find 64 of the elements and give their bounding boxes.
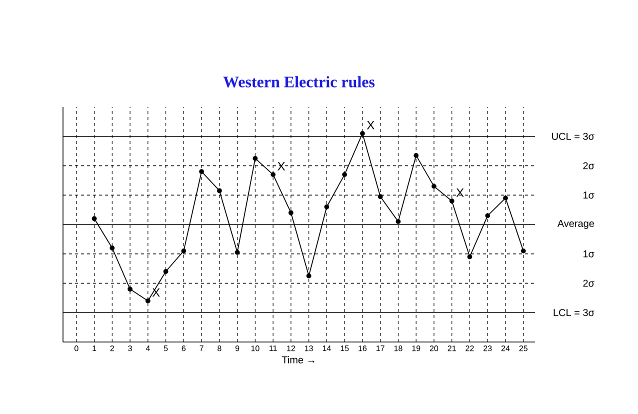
- x-tick-label: 23: [484, 346, 492, 352]
- point: [324, 204, 330, 210]
- x-tick-label: 15: [340, 346, 349, 352]
- point: [216, 188, 222, 194]
- x-tick-label: 3: [128, 346, 132, 352]
- x-tick-label: 1: [92, 346, 96, 352]
- point: [252, 156, 258, 161]
- x-tick-label: 14: [322, 346, 331, 352]
- x-tick-label: 4: [146, 346, 150, 352]
- x-tick-label: 8: [218, 346, 222, 352]
- point: [128, 286, 132, 292]
- x-tick-label: 5: [164, 346, 168, 352]
- x-tick-label: 20: [430, 346, 438, 352]
- x-tick-label: 16: [358, 346, 367, 352]
- point: [342, 172, 348, 178]
- x-tick-label: 7: [200, 346, 204, 352]
- y-tick-label: Average: [557, 220, 594, 229]
- x-tick-label: 25: [519, 346, 528, 352]
- x-tick-label: 0: [74, 346, 78, 352]
- point: [181, 248, 186, 254]
- point: [414, 153, 419, 158]
- point: [110, 246, 115, 250]
- point: [449, 198, 454, 204]
- point: [396, 219, 401, 224]
- x-tick-label: 19: [412, 346, 420, 352]
- x-axis-title: Time →: [282, 356, 314, 364]
- point: [432, 184, 436, 189]
- y-tick-label: 2σ: [583, 162, 594, 170]
- x-tick-label: 2: [110, 346, 114, 352]
- annotation: X: [278, 162, 286, 170]
- annotation: X: [456, 188, 464, 197]
- y-tick-label: 2σ: [583, 280, 594, 287]
- point: [145, 298, 150, 304]
- point: [306, 273, 312, 278]
- chart-title: Western Electric rules: [223, 76, 375, 88]
- x-tick-label: 13: [304, 346, 313, 352]
- y-tick-label: 1σ: [584, 192, 594, 199]
- point: [199, 169, 204, 174]
- point: [92, 216, 97, 222]
- point: [467, 254, 472, 260]
- x-tick-label: 11: [270, 346, 277, 352]
- x-tick-label: 21: [448, 346, 456, 352]
- x-tick-label: 6: [182, 346, 186, 352]
- y-tick-label: 1σ: [584, 250, 594, 258]
- annotation: X: [152, 288, 160, 297]
- x-tick-label: 10: [251, 346, 260, 352]
- point: [288, 210, 294, 216]
- point: [270, 172, 276, 178]
- x-tick-label: 12: [287, 346, 295, 352]
- point: [378, 194, 383, 200]
- x-tick-label: 24: [501, 346, 510, 352]
- point: [163, 269, 168, 274]
- x-tick-label: 17: [376, 346, 384, 352]
- point: [520, 248, 526, 254]
- y-tick-label: LCL = 3σ: [554, 309, 594, 316]
- y-tick-label: UCL = 3σ: [552, 132, 594, 140]
- point: [503, 196, 508, 201]
- x-tick-label: 18: [394, 346, 402, 352]
- point: [234, 250, 240, 255]
- point: [485, 213, 490, 218]
- x-tick-label: 9: [235, 346, 240, 352]
- x-tick-label: 22: [466, 346, 474, 352]
- annotation: X: [366, 120, 374, 130]
- point: [360, 130, 365, 136]
